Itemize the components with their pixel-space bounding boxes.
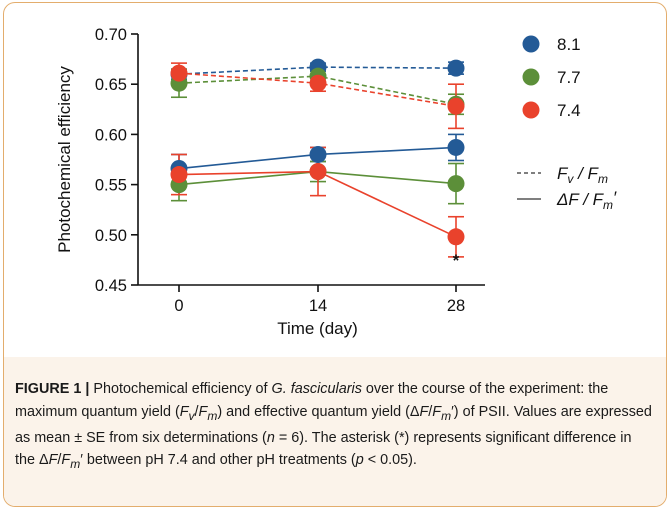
- markers-7.4-dashed: [170, 64, 465, 115]
- x-tick-label: 0: [174, 297, 183, 315]
- markers-8.1-solid: [170, 138, 465, 178]
- legend-label-8.1: 8.1: [557, 35, 581, 54]
- legend-label-dashed: Fv / Fm: [557, 164, 608, 186]
- markers-7.4-solid: [170, 163, 465, 246]
- y-tick-label: 0.55: [95, 177, 127, 195]
- caption-box: [4, 357, 666, 506]
- legend-label-7.4: 7.4: [557, 101, 581, 120]
- legend: 8.1 7.7 7.4 Fv / Fm ΔF / Fm′: [517, 35, 617, 212]
- data-point: [447, 138, 465, 156]
- axes: 0.45 0.50 0.55 0.60 0.65 0.70 0 14 28 Time (day) P…: [55, 26, 485, 338]
- data-point: [447, 175, 465, 193]
- figure-caption: FIGURE 1 | Photochemical efficiency of G…: [15, 381, 652, 472]
- y-tick-label: 0.65: [95, 76, 127, 94]
- legend-marker-7.4: [522, 101, 540, 119]
- x-tick-label: 14: [309, 297, 327, 315]
- significance-asterisk: *: [453, 252, 460, 270]
- y-tick-label: 0.50: [95, 227, 127, 245]
- legend-label-7.7: 7.7: [557, 68, 581, 87]
- data-point: [309, 163, 327, 181]
- x-tick-label: 28: [447, 297, 465, 315]
- data-point: [170, 64, 188, 82]
- data-point: [447, 228, 465, 246]
- data-point: [309, 145, 327, 163]
- y-tick-label: 0.45: [95, 277, 127, 295]
- data-point: [447, 59, 465, 77]
- data-point: [170, 166, 188, 184]
- y-tick-label: 0.70: [95, 26, 127, 44]
- y-axis-title: Photochemical efficiency: [55, 66, 74, 253]
- y-tick-label: 0.60: [95, 126, 127, 144]
- legend-styles: Fv / Fm ΔF / Fm′: [517, 164, 617, 212]
- species-name: G. fascicularis: [271, 381, 362, 397]
- legend-label-solid: ΔF / Fm′: [556, 188, 617, 212]
- series-layer: *: [170, 58, 465, 270]
- legend-marker-7.7: [522, 68, 540, 86]
- x-axis-title: Time (day): [277, 319, 358, 338]
- data-point: [447, 97, 465, 115]
- legend-marker-8.1: [522, 35, 540, 53]
- caption-label: FIGURE 1 |: [15, 381, 90, 397]
- data-point: [309, 74, 327, 92]
- legend-treatments: 8.1 7.7 7.4: [522, 35, 581, 120]
